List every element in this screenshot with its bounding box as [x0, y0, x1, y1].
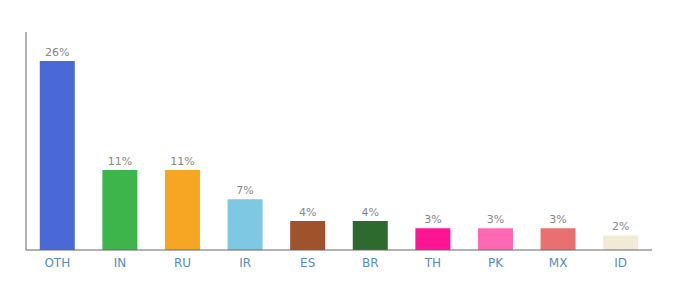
svg-text:3%: 3%: [424, 213, 441, 226]
svg-text:RU: RU: [174, 256, 191, 270]
svg-text:7%: 7%: [236, 184, 253, 197]
svg-text:MX: MX: [549, 256, 568, 270]
svg-text:11%: 11%: [108, 155, 132, 168]
svg-text:3%: 3%: [487, 213, 504, 226]
svg-text:OTH: OTH: [44, 256, 70, 270]
svg-text:IR: IR: [239, 256, 251, 270]
svg-text:TH: TH: [424, 256, 441, 270]
svg-text:4%: 4%: [362, 206, 379, 219]
svg-text:3%: 3%: [549, 213, 566, 226]
svg-text:4%: 4%: [299, 206, 316, 219]
svg-text:PK: PK: [488, 256, 504, 270]
svg-text:2%: 2%: [612, 220, 629, 233]
svg-text:IN: IN: [114, 256, 127, 270]
svg-text:BR: BR: [362, 256, 379, 270]
svg-text:ES: ES: [300, 256, 315, 270]
svg-text:26%: 26%: [45, 46, 69, 59]
svg-text:ID: ID: [614, 256, 627, 270]
svg-text:11%: 11%: [170, 155, 194, 168]
